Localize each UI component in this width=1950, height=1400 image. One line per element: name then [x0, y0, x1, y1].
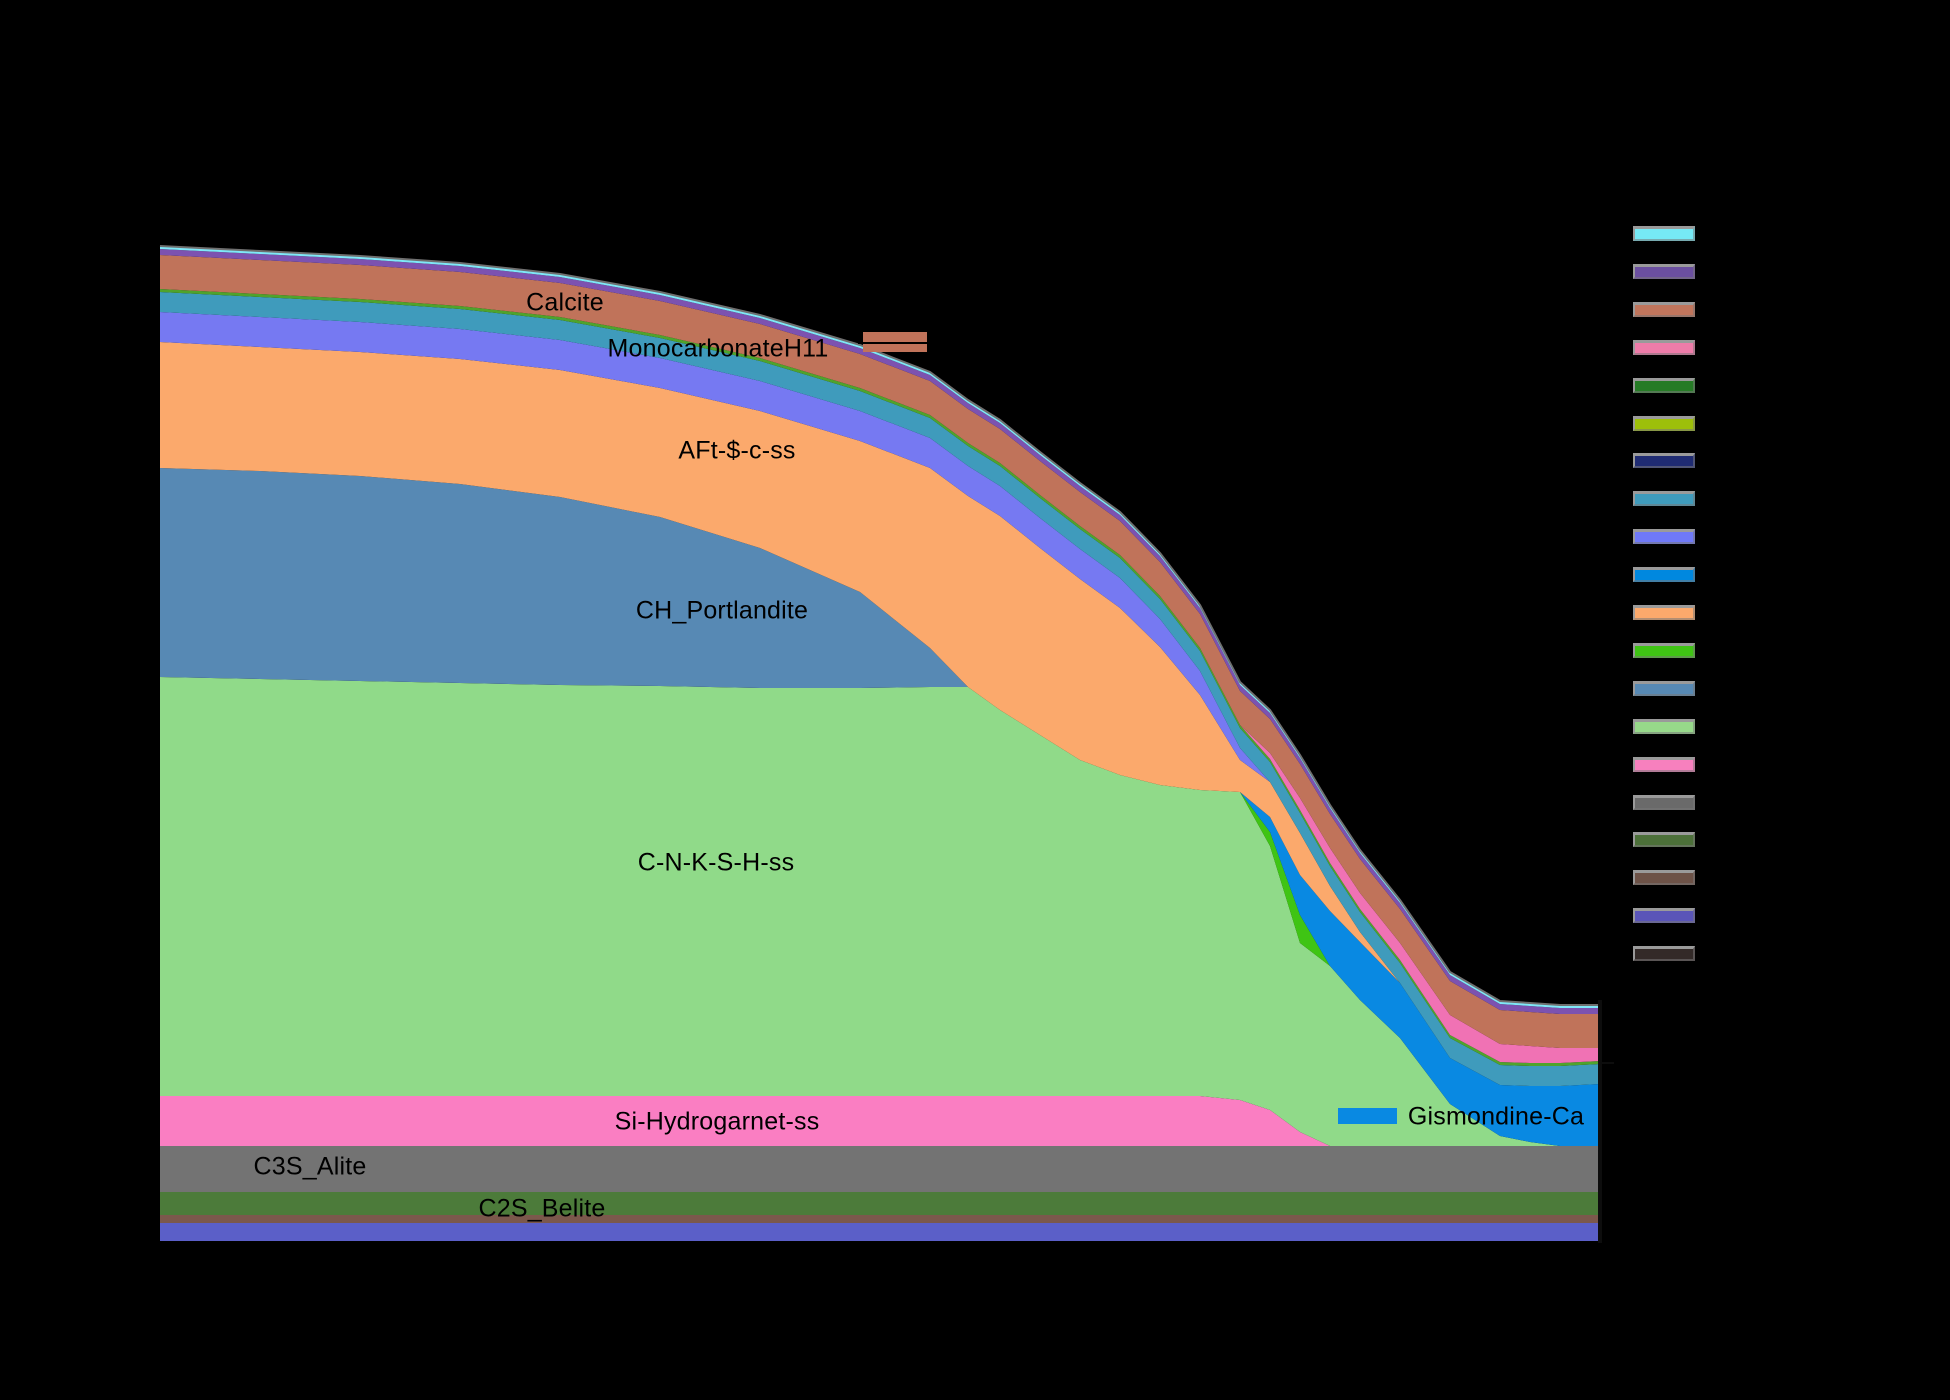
legend-swatch-15: [1633, 756, 1695, 772]
plot-label-si-hydrogarnet-ss: Si-Hydrogarnet-ss: [614, 1107, 820, 1136]
plot-label-ch-portlandite: CH_Portlandite: [635, 596, 809, 625]
plot-label-calcite: Calcite: [526, 288, 604, 317]
plot-label-aft-s-c-ss: AFt-$-c-ss: [678, 436, 796, 465]
calcite-key-leader-line: [858, 342, 948, 344]
band-slate-blue-bottom: [160, 1223, 1600, 1241]
legend-swatch-3: [1633, 301, 1695, 317]
band-brown-bottom: [160, 1215, 1600, 1223]
legend-swatch-4: [1633, 339, 1695, 355]
legend-swatch-12: [1633, 642, 1695, 658]
legend-swatch-20: [1633, 946, 1695, 962]
right-axis-tick: [1598, 1062, 1614, 1064]
legend-swatch-1: [1633, 226, 1695, 241]
stack-top-edge: [159, 245, 1600, 1006]
legend-swatch-9: [1633, 529, 1695, 545]
legend-swatch-7: [1633, 453, 1695, 469]
legend-swatch-10: [1633, 567, 1695, 583]
band-cnksh: [160, 677, 1600, 1146]
legend-swatch-19: [1633, 908, 1695, 924]
right-axis-spine: [1598, 1000, 1602, 1243]
plot-label-c3s-alite: C3S_Alite: [253, 1152, 367, 1181]
band-gismondine: [160, 677, 1600, 1146]
legend-swatch-2: [1633, 263, 1695, 279]
legend-swatch-5: [1633, 377, 1695, 393]
band-ch-portlandite: [160, 468, 1600, 1086]
band-si-hydrogarnet: [160, 1096, 1600, 1146]
legend-swatch-8: [1633, 491, 1695, 507]
legend-swatch-16: [1633, 794, 1695, 810]
plot-label-c-n-k-s-h-ss: C-N-K-S-H-ss: [637, 848, 795, 877]
band-c3s-alite: [160, 1146, 1600, 1192]
band-c2s-belite: [160, 1192, 1600, 1215]
legend-swatch-18: [1633, 870, 1695, 886]
legend-swatch-17: [1633, 832, 1695, 848]
legend-swatch-11: [1633, 605, 1695, 620]
gismondine-key-swatch: [1338, 1108, 1397, 1124]
legend-swatch-13: [1633, 680, 1695, 696]
plot-label-monocarbonateh11: MonocarbonateH11: [607, 334, 829, 363]
legend-swatch-14: [1633, 718, 1695, 734]
legend-swatch-6: [1633, 415, 1695, 431]
plot-label-c2s-belite: C2S_Belite: [478, 1194, 606, 1223]
plot-label-gismondine-ca: Gismondine-Ca: [1407, 1102, 1585, 1131]
band-aft: [160, 342, 1600, 1086]
